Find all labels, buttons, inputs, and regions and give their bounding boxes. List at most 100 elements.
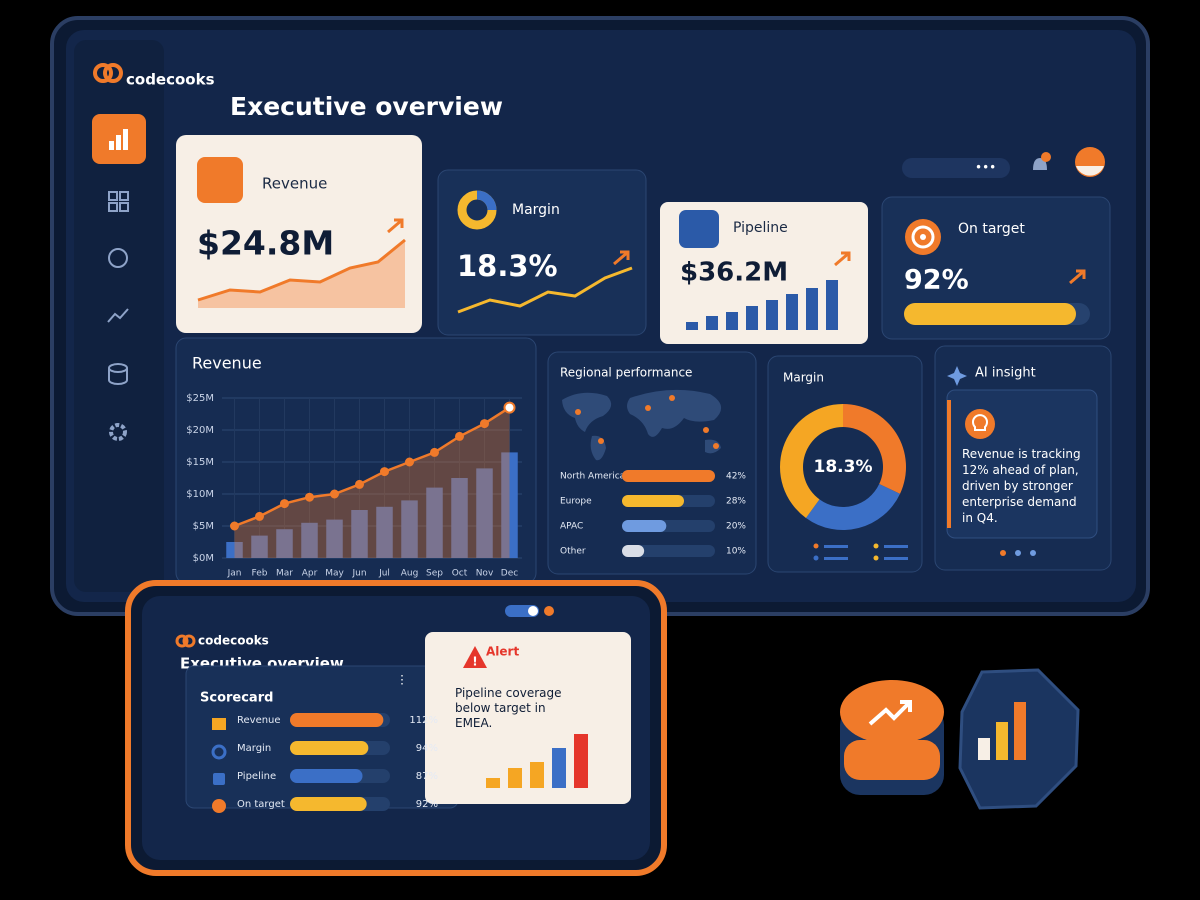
map-marker: [713, 443, 719, 449]
bar: [290, 769, 363, 783]
bar-label: Pipeline: [237, 771, 276, 782]
mini-bar: [826, 280, 838, 330]
nav-grid[interactable]: [108, 191, 118, 201]
kpi-label: On target: [958, 221, 1025, 237]
legend-dot: [813, 543, 819, 549]
token-icon: [868, 700, 912, 726]
kpi-value: $36.2M: [680, 258, 788, 288]
insight-icon: [965, 409, 995, 439]
nav-trend[interactable]: [107, 308, 129, 323]
kpi-trend-arrow: [613, 250, 630, 266]
pager-dot[interactable]: [1030, 550, 1036, 556]
value-label: 20%: [726, 522, 746, 532]
map-marker: [598, 438, 604, 444]
line: [234, 406, 511, 528]
legend-line: [884, 545, 908, 548]
notification-dot: [1041, 152, 1051, 162]
value-label: 87%: [416, 771, 438, 782]
map-marker: [703, 427, 709, 433]
mini-bar: [786, 294, 798, 330]
nav-dashboard-icon: [109, 129, 128, 150]
insight-text-box: Revenue is tracking 12% ahead of plan, d…: [962, 447, 1081, 525]
pager-dot[interactable]: [1000, 550, 1006, 556]
legend-line: [824, 545, 848, 548]
bar: [476, 468, 493, 558]
legend-dot: [873, 555, 879, 561]
x-tick-label: Nov: [476, 569, 494, 579]
bar: [376, 506, 393, 558]
line-point: [455, 431, 464, 441]
bar: [290, 797, 367, 811]
row-icon: [212, 799, 226, 813]
bar: [401, 500, 418, 558]
more-dots: •••: [975, 161, 996, 175]
bar-track: [622, 545, 715, 557]
logo-icon: [175, 634, 189, 648]
kpi-icon-part: [911, 225, 935, 249]
value-label: 28%: [726, 497, 746, 507]
token-bar: [1014, 702, 1026, 760]
kpi-mini-bars: [686, 280, 838, 330]
line-point: [405, 457, 414, 467]
token-bar: [996, 722, 1008, 760]
alert-text-box: Pipeline coverage below target in EMEA.: [455, 686, 562, 730]
donut-center-label: 18.3%: [814, 457, 873, 477]
icon-part: [116, 135, 121, 150]
nav-pie[interactable]: [108, 248, 128, 268]
mini-bar: [552, 748, 566, 788]
bar: [276, 529, 293, 558]
nav-grid[interactable]: [108, 202, 118, 212]
map-land: [627, 389, 722, 437]
search-box[interactable]: [902, 158, 1010, 178]
donut-segment: [780, 404, 843, 518]
bar: [622, 470, 715, 482]
map-marker: [645, 405, 651, 411]
mini-bar: [766, 300, 778, 330]
mini-bar: [574, 734, 588, 788]
kpi-icon-part: [476, 190, 497, 211]
x-tick-label: Dec: [501, 569, 518, 579]
legend-dot: [873, 543, 879, 549]
nav-icons: [107, 191, 129, 441]
nav-grid[interactable]: [119, 202, 129, 212]
scorecard-icons: [211, 718, 227, 813]
kpi-icon: [197, 157, 243, 203]
kpi-value: 92%: [904, 265, 969, 296]
bar: [451, 478, 468, 558]
line-point: [480, 419, 489, 429]
x-tick-label: Sep: [426, 569, 443, 579]
value-label: 94%: [416, 743, 438, 754]
nav-data[interactable]: [108, 368, 128, 385]
map-marker: [669, 395, 675, 401]
alert-mini-bars: [486, 734, 588, 788]
nav-settings[interactable]: [109, 423, 127, 441]
bar-label: APAC: [560, 522, 583, 532]
bar-label: Revenue: [237, 715, 281, 726]
donut-legend: [813, 543, 908, 561]
mini-bar: [508, 768, 522, 788]
x-tick-label: Jun: [351, 569, 366, 579]
bar: [501, 452, 518, 558]
nav-grid[interactable]: [119, 191, 129, 201]
insight-text: Revenue is tracking 12% ahead of plan, d…: [962, 447, 1081, 525]
legend-dot: [813, 555, 819, 561]
donut-segment: [843, 404, 906, 494]
legend-line: [884, 557, 908, 560]
kpi-trend-arrow: [834, 251, 851, 267]
mini-bar: [726, 312, 738, 330]
bar-label: North America: [560, 472, 625, 482]
decor-tokens: [840, 668, 1080, 810]
line-point: [280, 499, 289, 509]
alert-icon: [463, 646, 487, 668]
x-tick-label: Apr: [302, 569, 318, 579]
insight-icon-part: [972, 414, 988, 431]
map-marker: [575, 409, 581, 415]
x-tick-label: Oct: [452, 569, 468, 579]
bar: [622, 520, 667, 532]
mini-bar: [686, 322, 698, 330]
map-land: [705, 439, 721, 454]
y-tick-label: $15M: [186, 457, 214, 468]
x-tick-label: Jul: [378, 569, 390, 579]
pager-dot[interactable]: [1015, 550, 1021, 556]
line-point: [380, 467, 389, 477]
